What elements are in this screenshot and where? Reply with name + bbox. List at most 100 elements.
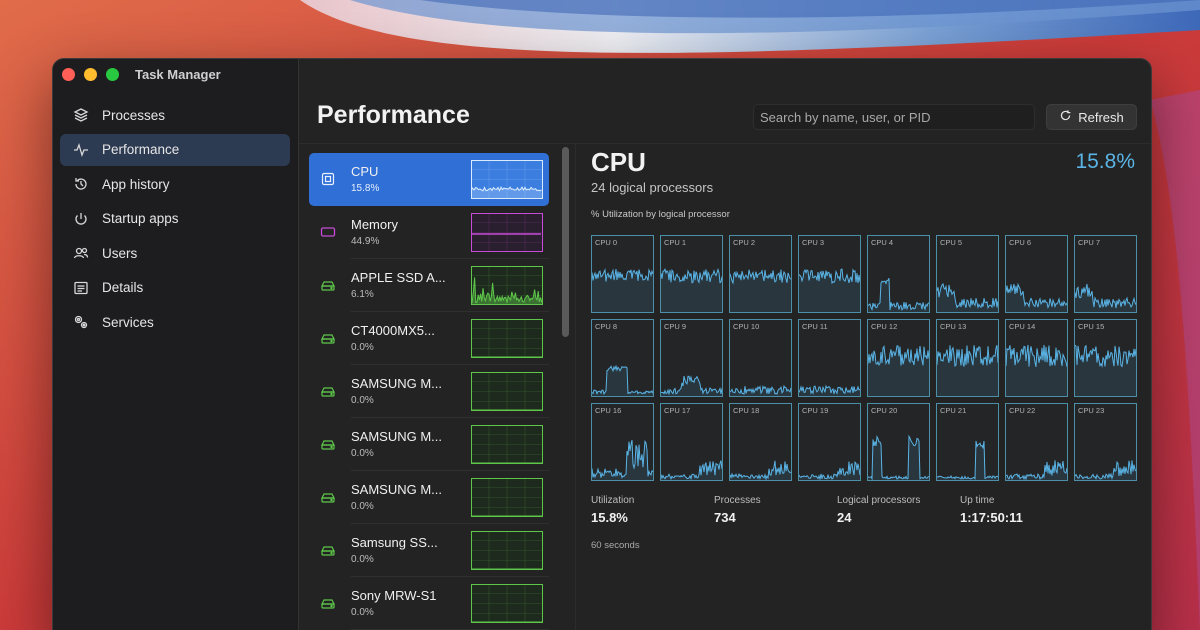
cpu-core-usage-line	[1006, 460, 1067, 480]
cpu-core-label: CPU 17	[664, 406, 691, 415]
cpu-core-label: CPU 23	[1078, 406, 1105, 415]
sidebar-item-app-history[interactable]: App history	[60, 168, 290, 200]
device-name: Memory	[351, 217, 398, 232]
cpu-core-label: CPU 6	[1009, 238, 1032, 247]
cpu-core-graph: CPU 15	[1074, 319, 1137, 397]
cpu-utilization-value: 15.8%	[1075, 150, 1135, 173]
device-list-scrollbar[interactable]	[562, 147, 569, 337]
sidebar-item-details[interactable]: Details	[60, 272, 290, 304]
history-icon	[72, 175, 90, 193]
list-icon	[72, 279, 90, 297]
disk-icon	[319, 329, 337, 347]
device-usage: 0.0%	[351, 342, 374, 353]
cpu-core-label: CPU 0	[595, 238, 618, 247]
cpu-core-usage-line	[730, 269, 791, 312]
cpu-core-label: CPU 10	[733, 322, 760, 331]
stat-processes: Processes 734	[714, 495, 761, 525]
cpu-core-graph: CPU 11	[798, 319, 861, 397]
cpu-core-graph: CPU 17	[660, 403, 723, 481]
cpu-core-label: CPU 8	[595, 322, 618, 331]
device-mini-graph	[471, 160, 543, 199]
device-name: APPLE SSD A...	[351, 270, 446, 285]
cpu-core-graph: CPU 19	[798, 403, 861, 481]
cpu-core-graph: CPU 20	[867, 403, 930, 481]
device-mini-graph	[471, 478, 543, 517]
device-item-disk[interactable]: SAMSUNG M... 0.0%	[309, 365, 549, 418]
cpu-core-label: CPU 1	[664, 238, 687, 247]
cpu-core-label: CPU 2	[733, 238, 756, 247]
stat-value: 24	[837, 510, 852, 525]
cpu-core-graph: CPU 5	[936, 235, 999, 313]
device-name: CT4000MX5...	[351, 323, 435, 338]
cpu-core-usage-line	[592, 267, 653, 312]
stat-value: 15.8%	[591, 510, 628, 525]
disk-icon	[319, 276, 337, 294]
device-name: Samsung SS...	[351, 535, 438, 550]
cpu-core-usage-line	[592, 439, 653, 480]
device-usage: 0.0%	[351, 554, 374, 565]
close-window-button[interactable]	[62, 68, 75, 81]
device-divider	[351, 523, 549, 524]
device-item-disk[interactable]: SAMSUNG M... 0.0%	[309, 418, 549, 471]
sidebar-nav: Processes Performance App history Startu…	[60, 99, 290, 341]
refresh-label: Refresh	[1078, 109, 1124, 125]
stat-logical-processors: Logical processors 24	[837, 495, 920, 525]
cpu-core-label: CPU 13	[940, 322, 967, 331]
cpu-core-usage-line	[1075, 283, 1136, 312]
minimize-window-button[interactable]	[84, 68, 97, 81]
cpu-core-graph: CPU 13	[936, 319, 999, 397]
cpu-core-label: CPU 15	[1078, 322, 1105, 331]
device-name: Sony MRW-S1	[351, 588, 437, 603]
refresh-button[interactable]: Refresh	[1046, 104, 1137, 130]
search-input[interactable]: Search by name, user, or PID	[753, 104, 1035, 130]
sidebar-item-services[interactable]: Services	[60, 306, 290, 338]
device-mini-graph	[471, 372, 543, 411]
zoom-window-button[interactable]	[106, 68, 119, 81]
device-item-memory[interactable]: Memory 44.9%	[309, 206, 549, 259]
sidebar-item-label: Processes	[102, 107, 166, 123]
device-usage: 0.0%	[351, 448, 374, 459]
disk-icon	[319, 541, 337, 559]
cpu-core-graph: CPU 1	[660, 235, 723, 313]
cpu-core-usage-line	[661, 267, 722, 312]
sidebar-item-label: Users	[102, 245, 138, 261]
device-item-disk[interactable]: CT4000MX5... 0.0%	[309, 312, 549, 365]
device-mini-graph	[471, 531, 543, 570]
cpu-title: CPU	[591, 147, 646, 177]
cpu-core-usage-line	[730, 460, 791, 480]
cpu-core-usage-line	[661, 460, 722, 480]
device-item-cpu[interactable]: CPU 15.8%	[309, 153, 549, 206]
gears-icon	[72, 313, 90, 331]
time-window-label: 60 seconds	[591, 540, 640, 551]
sidebar-item-performance[interactable]: Performance	[60, 133, 290, 166]
device-item-disk[interactable]: Sony MRW-S1 0.0%	[309, 577, 549, 630]
cpu-core-usage-line	[799, 268, 860, 312]
cpu-core-usage-line	[661, 375, 722, 396]
pulse-icon	[72, 141, 90, 159]
cpu-core-label: CPU 7	[1078, 238, 1101, 247]
cpu-core-label: CPU 5	[940, 238, 963, 247]
sidebar-item-processes[interactable]: Processes	[60, 99, 290, 131]
cpu-core-graph: CPU 2	[729, 235, 792, 313]
disk-icon	[319, 488, 337, 506]
sidebar-item-startup-apps[interactable]: Startup apps	[60, 203, 290, 235]
device-item-disk[interactable]: SAMSUNG M... 0.0%	[309, 471, 549, 524]
device-usage: 0.0%	[351, 607, 374, 618]
cpu-core-usage-line	[730, 384, 791, 396]
memory-icon	[319, 223, 337, 241]
stat-label: Utilization	[591, 495, 635, 506]
page-title: Performance	[317, 101, 470, 129]
cpu-core-graph: CPU 21	[936, 403, 999, 481]
app-title: Task Manager	[135, 67, 221, 82]
logical-processor-grid: CPU 0 CPU 1 CPU 2 CPU 3 CPU 4 CPU 5 CPU 6 CPU 7…	[591, 235, 1138, 482]
device-item-disk[interactable]: Samsung SS... 0.0%	[309, 524, 549, 577]
sidebar-item-users[interactable]: Users	[60, 237, 290, 269]
sidebar-item-label: Startup apps	[102, 211, 179, 226]
cpu-core-graph: CPU 14	[1005, 319, 1068, 397]
device-item-disk-active[interactable]: APPLE SSD A... 6.1%	[309, 259, 549, 312]
disk-icon	[319, 382, 337, 400]
device-name: SAMSUNG M...	[351, 429, 443, 444]
cpu-core-usage-line	[868, 277, 929, 312]
cpu-core-usage-line	[1006, 344, 1067, 396]
device-mini-graph	[471, 584, 543, 623]
